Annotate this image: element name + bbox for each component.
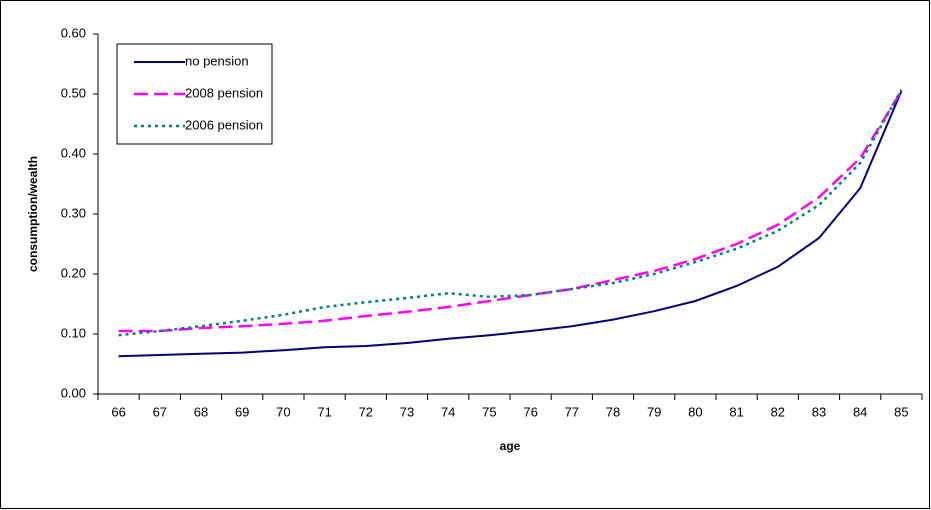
x-tick-label: 79 (647, 404, 661, 419)
x-tick-label: 77 (565, 404, 579, 419)
x-tick-label: 70 (276, 404, 290, 419)
x-tick-label: 80 (688, 404, 702, 419)
x-tick-label: 69 (235, 404, 249, 419)
x-axis-title: age (500, 439, 521, 453)
x-tick-label: 83 (812, 404, 826, 419)
x-tick-label: 81 (729, 404, 743, 419)
legend-label: no pension (185, 53, 249, 68)
series-line (118, 90, 903, 358)
x-tick-label: 74 (441, 404, 455, 419)
y-tick-label: 0.40 (61, 145, 86, 160)
x-tick-label: 75 (482, 404, 496, 419)
x-tick-label: 78 (606, 404, 620, 419)
y-tick-label: 0.60 (61, 25, 86, 40)
y-tick-label: 0.50 (61, 85, 86, 100)
x-tick-label: 72 (359, 404, 373, 419)
x-tick-label: 73 (400, 404, 414, 419)
y-axis-title: consumption/wealth (26, 156, 40, 272)
series-line (118, 89, 903, 337)
x-tick-label: 71 (317, 404, 331, 419)
x-tick-label: 67 (153, 404, 167, 419)
x-tick-label: 84 (853, 404, 867, 419)
x-tick-label: 66 (111, 404, 125, 419)
x-tick-label: 76 (523, 404, 537, 419)
x-tick-label: 82 (771, 404, 785, 419)
legend-label: 2006 pension (185, 117, 263, 132)
y-tick-label: 0.00 (61, 385, 86, 400)
series-line (118, 90, 903, 333)
x-tick-label: 68 (194, 404, 208, 419)
legend-label: 2008 pension (185, 85, 263, 100)
x-tick-label: 85 (894, 404, 908, 419)
y-tick-label: 0.30 (61, 205, 86, 220)
y-tick-label: 0.10 (61, 325, 86, 340)
y-tick-label: 0.20 (61, 265, 86, 280)
